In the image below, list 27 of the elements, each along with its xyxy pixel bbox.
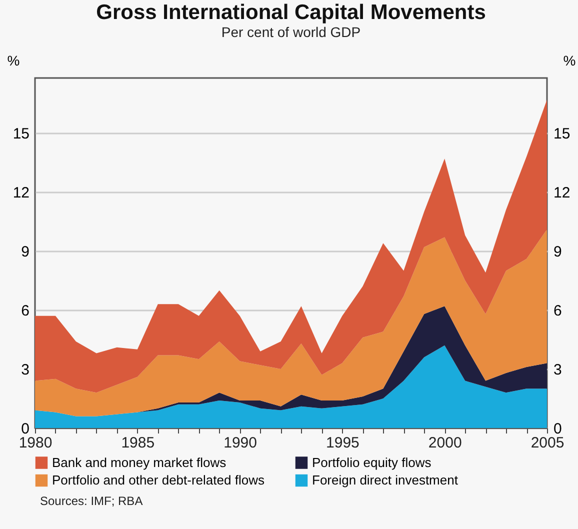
legend-label: Bank and money market flows xyxy=(52,454,227,470)
y-tick-label: 9 xyxy=(21,244,30,261)
legend-label: Foreign direct investment xyxy=(312,472,458,488)
y-tick-label: 12 xyxy=(12,184,30,202)
y-tick-label: 6 xyxy=(21,302,30,320)
x-tick-label: 1990 xyxy=(224,434,257,452)
x-tick-label: 1985 xyxy=(121,434,155,452)
y2-axis-title: % xyxy=(563,52,576,68)
y-tick-label: 3 xyxy=(21,362,30,379)
x-tick-label: 1980 xyxy=(18,434,52,452)
y-tick-label: 15 xyxy=(12,126,30,143)
y2-tick-label: 9 xyxy=(554,244,562,261)
y-axis-title: % xyxy=(7,52,20,68)
y-tick-label: 0 xyxy=(21,420,30,438)
chart-subtitle: Per cent of world GDP xyxy=(221,24,361,40)
legend-label: Portfolio and other debt-related flows xyxy=(52,472,265,488)
x-tick-label: 1995 xyxy=(326,434,360,452)
y2-tick-label: 15 xyxy=(554,126,570,143)
chart-title: Gross International Capital Movements xyxy=(96,1,486,24)
y2-tick-label: 3 xyxy=(554,362,562,379)
source-note: Sources: IMF; RBA xyxy=(40,494,144,508)
x-tick-label: 2000 xyxy=(428,434,462,452)
y2-tick-label: 6 xyxy=(554,302,562,320)
x-tick-label: 2005 xyxy=(530,434,564,452)
y2-tick-label: 0 xyxy=(554,420,562,438)
legend-label: Portfolio equity flows xyxy=(312,454,432,470)
y2-tick-label: 12 xyxy=(554,184,570,202)
